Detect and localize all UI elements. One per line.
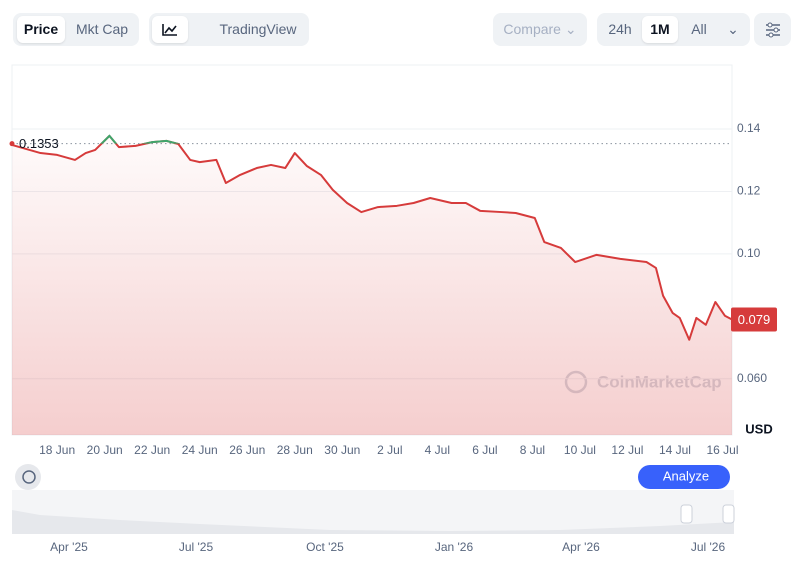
reference-dot xyxy=(9,141,15,147)
reference-label: 0.1353 xyxy=(19,136,59,151)
range-all[interactable]: All xyxy=(691,21,707,37)
compare-button[interactable]: Compare ⌄ xyxy=(503,21,577,37)
navigator-label: Jul '26 xyxy=(691,540,726,554)
range-24h[interactable]: 24h xyxy=(608,21,632,37)
history-icon xyxy=(22,470,36,484)
navigator-label: Jul '25 xyxy=(179,540,214,554)
navigator-label: Oct '25 xyxy=(306,540,344,554)
compare-group: Compare ⌄ xyxy=(493,13,587,46)
navigator xyxy=(12,490,734,534)
x-tick-label: 14 Jul xyxy=(659,443,691,457)
navigator-label: Apr '26 xyxy=(562,540,600,554)
line-icon xyxy=(162,24,177,36)
price-line-above xyxy=(100,134,180,144)
x-tick-label: 16 Jul xyxy=(706,443,738,457)
range-1m[interactable]: 1M xyxy=(642,16,678,43)
price-button[interactable]: Price xyxy=(17,16,65,43)
analyze-button[interactable] xyxy=(638,465,730,489)
x-tick-label: 24 Jun xyxy=(182,443,218,457)
range-more[interactable]: ⌄ xyxy=(727,21,739,37)
navigator-label: Jan '26 xyxy=(435,540,474,554)
x-tick-label: 10 Jul xyxy=(564,443,596,457)
y-tick-label: 0.12 xyxy=(737,184,761,198)
tradingview-button[interactable]: TradingView xyxy=(193,16,305,43)
x-tick-label: 30 Jun xyxy=(324,443,360,457)
watermark: CoinMarketCap xyxy=(597,372,722,391)
currency-label: USD xyxy=(745,421,772,436)
x-tick-label: 8 Jul xyxy=(520,443,545,457)
watermark-logo xyxy=(564,370,588,394)
y-tick-label: 0.10 xyxy=(737,246,761,260)
area-fill xyxy=(12,135,732,436)
x-tick-label: 2 Jul xyxy=(377,443,402,457)
analyze-label: Analyze xyxy=(663,468,709,483)
x-tick-label: 4 Jul xyxy=(425,443,450,457)
x-tick-label: 12 Jul xyxy=(611,443,643,457)
tradingview-label: TradingView xyxy=(219,21,297,37)
x-tick-label: 28 Jun xyxy=(277,443,313,457)
price-tag-label: 0.079 xyxy=(738,312,771,327)
navigator-label: Apr '25 xyxy=(50,540,88,554)
history-button[interactable] xyxy=(15,464,41,490)
y-tick-label: 0.14 xyxy=(737,121,761,135)
navigator-handle[interactable] xyxy=(680,504,693,524)
chart-style-group: TradingView xyxy=(149,13,309,46)
x-tick-label: 26 Jun xyxy=(229,443,265,457)
plot-frame xyxy=(11,64,733,436)
line-button[interactable] xyxy=(152,16,188,43)
x-tick-label: 18 Jun xyxy=(39,443,75,457)
compare-label: Compare xyxy=(503,21,561,37)
range-group: 24h 1M All ⌄ xyxy=(597,13,750,46)
settings-icon xyxy=(766,22,780,38)
navigator-handle[interactable] xyxy=(722,504,735,524)
x-tick-label: 22 Jun xyxy=(134,443,170,457)
type-group: Price Mkt Cap xyxy=(13,13,139,46)
price-line xyxy=(11,134,733,341)
y-tick-label: 0.060 xyxy=(737,371,767,385)
mkt-cap-button[interactable]: Mkt Cap xyxy=(75,21,129,37)
x-tick-label: 6 Jul xyxy=(472,443,497,457)
settings-button[interactable] xyxy=(754,13,791,46)
navigator-area xyxy=(12,510,734,534)
x-tick-label: 20 Jun xyxy=(87,443,123,457)
price-tag xyxy=(731,307,777,332)
